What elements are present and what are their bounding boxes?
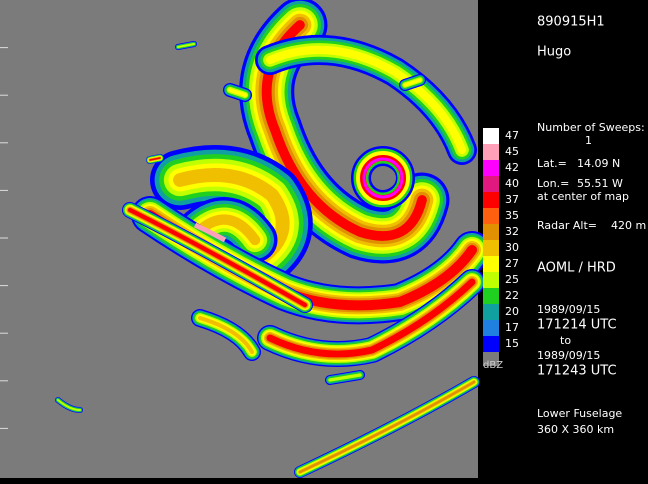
- legend-swatch: [483, 288, 499, 304]
- to-text: to: [560, 334, 571, 347]
- legend-label: 47: [505, 129, 519, 142]
- legend-swatch: [483, 320, 499, 336]
- alt-value: 420 m: [611, 219, 646, 232]
- echo-band: [266, 278, 476, 358]
- legend-unit: dBZ: [483, 360, 503, 371]
- echo-band: [403, 78, 422, 87]
- legend-swatch: [483, 224, 499, 240]
- end-date: 1989/09/15: [537, 349, 600, 362]
- legend-swatch-empty: [483, 352, 499, 366]
- legend-label: 32: [505, 225, 519, 238]
- legend-label: 40: [505, 177, 519, 190]
- domain-size: 360 X 360 km: [537, 423, 614, 436]
- sweeps-label: Number of Sweeps:: [537, 121, 645, 134]
- legend-swatch: [483, 160, 499, 176]
- eye: [374, 167, 396, 189]
- legend-label: 45: [505, 145, 519, 158]
- center-note: at center of map: [537, 190, 629, 203]
- legend-swatch: [483, 304, 499, 320]
- legend-swatch: [483, 128, 499, 144]
- legend-swatch: [483, 192, 499, 208]
- reflectivity-field: [55, 0, 491, 478]
- start-time: 171214 UTC: [537, 318, 617, 333]
- echo-band: [328, 373, 362, 382]
- echo-band: [265, 45, 467, 155]
- agency: AOML / HRD: [537, 261, 616, 276]
- legend-swatch: [483, 336, 499, 352]
- map-ticks: [0, 47, 8, 429]
- legend-label: 25: [505, 273, 519, 286]
- intense-core: [193, 222, 227, 243]
- legend-swatch: [483, 176, 499, 192]
- lat-value: 14.09 N: [577, 157, 620, 170]
- echo-band: [298, 380, 476, 474]
- start-date: 1989/09/15: [537, 303, 600, 316]
- echo-band: [57, 399, 81, 411]
- echo-band: [127, 207, 308, 308]
- eyewall: [362, 157, 404, 199]
- end-time: 171243 UTC: [537, 364, 617, 379]
- legend-label: 30: [505, 241, 519, 254]
- legend-label: 35: [505, 209, 519, 222]
- alt-label: Radar Alt=: [537, 219, 597, 232]
- lon-label: Lon.=: [537, 177, 569, 190]
- flight-id: 890915H1: [537, 15, 605, 30]
- legend-swatch: [483, 144, 499, 160]
- legend-swatch: [483, 256, 499, 272]
- legend-swatch: [483, 240, 499, 256]
- legend-label: 15: [505, 337, 519, 350]
- echo-band: [194, 214, 261, 246]
- legend-swatch: [483, 272, 499, 288]
- echo-band: [177, 43, 195, 48]
- legend-label: 37: [505, 193, 519, 206]
- echo-band: [197, 315, 255, 355]
- color-legend: 47 45 42 40 37 35 32 30 27 25 22 20 17 15: [483, 128, 519, 366]
- lat-label: Lat.=: [537, 157, 567, 170]
- legend-swatch: [483, 208, 499, 224]
- legend-label: 27: [505, 257, 519, 270]
- echo-band: [149, 157, 161, 161]
- legend-label: 42: [505, 161, 519, 174]
- legend-label: 20: [505, 305, 519, 318]
- storm-name: Hugo: [537, 45, 571, 60]
- legend-label: 17: [505, 321, 519, 334]
- echo-band: [228, 88, 247, 97]
- legend-label: 22: [505, 289, 519, 302]
- lon-value: 55.51 W: [577, 177, 623, 190]
- sweeps-value: 1: [585, 134, 592, 147]
- radar-name: Lower Fuselage: [537, 407, 622, 420]
